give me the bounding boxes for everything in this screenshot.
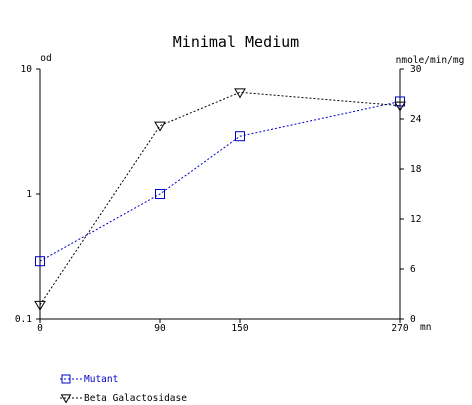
left-axis-label: od: [40, 53, 51, 64]
series-line-0: [39, 100, 401, 262]
x-tick-label: 90: [154, 323, 166, 334]
x-tick-label: 270: [391, 323, 408, 334]
right-axis-label: nmole/min/mg: [396, 55, 465, 66]
legend-mutant-marker: [61, 374, 71, 384]
right-tick-label: 0: [410, 314, 416, 325]
left-tick-label: 1: [26, 189, 32, 200]
legend-label-1: Beta Galactosidase: [84, 393, 187, 404]
left-tick-label: 10: [21, 64, 33, 75]
legend-label-0: Mutant: [84, 374, 118, 385]
series-line-1: [39, 91, 401, 306]
right-tick-label: 6: [410, 264, 416, 275]
x-tick-label: 150: [231, 323, 248, 334]
right-tick-label: 18: [410, 164, 422, 175]
legend: Mutant Beta Galactosidase: [60, 374, 187, 404]
beta-galactosidase-marker: [34, 300, 46, 311]
mutant-marker: [155, 189, 165, 199]
right-tick-label: 12: [410, 214, 421, 225]
mutant-marker: [235, 131, 245, 142]
left-tick-label: 0.1: [15, 314, 32, 325]
right-tick-label: 24: [410, 114, 422, 125]
mutant-marker: [395, 96, 405, 107]
series-lines: [39, 91, 401, 306]
chart-title: Minimal Medium: [173, 33, 299, 51]
axis-ticks: 0 90 150 270 0.1 1 10 0 6 12 18 24 30: [15, 64, 422, 334]
beta-galactosidase-marker: [154, 121, 166, 132]
right-tick-label: 30: [410, 64, 422, 75]
mutant-marker: [35, 256, 45, 267]
series-markers: [34, 88, 406, 311]
beta-galactosidase-marker: [234, 88, 246, 99]
x-axis-unit: mn: [420, 322, 431, 333]
beta-galactosidase-marker: [394, 101, 406, 112]
x-tick-label: 0: [37, 323, 43, 334]
legend-beta-galactosidase-marker: [60, 394, 72, 404]
